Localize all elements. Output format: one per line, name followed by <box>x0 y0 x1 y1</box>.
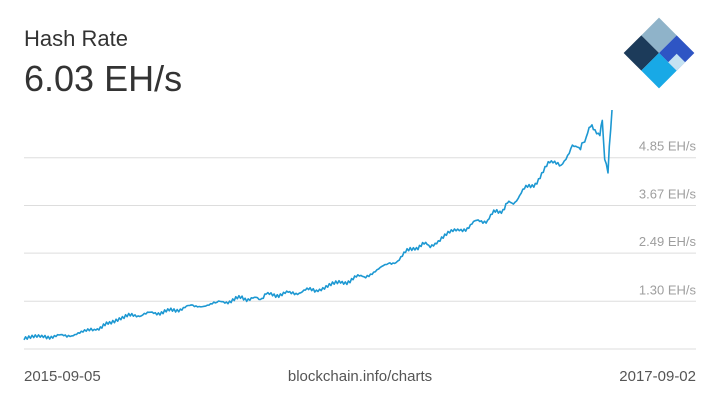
source-label: blockchain.info/charts <box>287 368 433 385</box>
blockchain-logo-icon <box>623 17 695 89</box>
hash-rate-series-line <box>23 109 613 341</box>
chart-title: Hash Rate <box>24 26 128 51</box>
current-hash-rate: 6.03 EH/s <box>24 58 183 99</box>
y-tick-label: 2.49 EH/s <box>639 234 697 249</box>
end-date-label: 2017-09-02 <box>619 368 696 385</box>
y-tick-label: 1.30 EH/s <box>639 282 697 297</box>
start-date-label: 2015-09-05 <box>24 368 101 385</box>
y-tick-label: 4.85 EH/s <box>639 139 697 154</box>
y-tick-label: 3.67 EH/s <box>639 186 697 201</box>
